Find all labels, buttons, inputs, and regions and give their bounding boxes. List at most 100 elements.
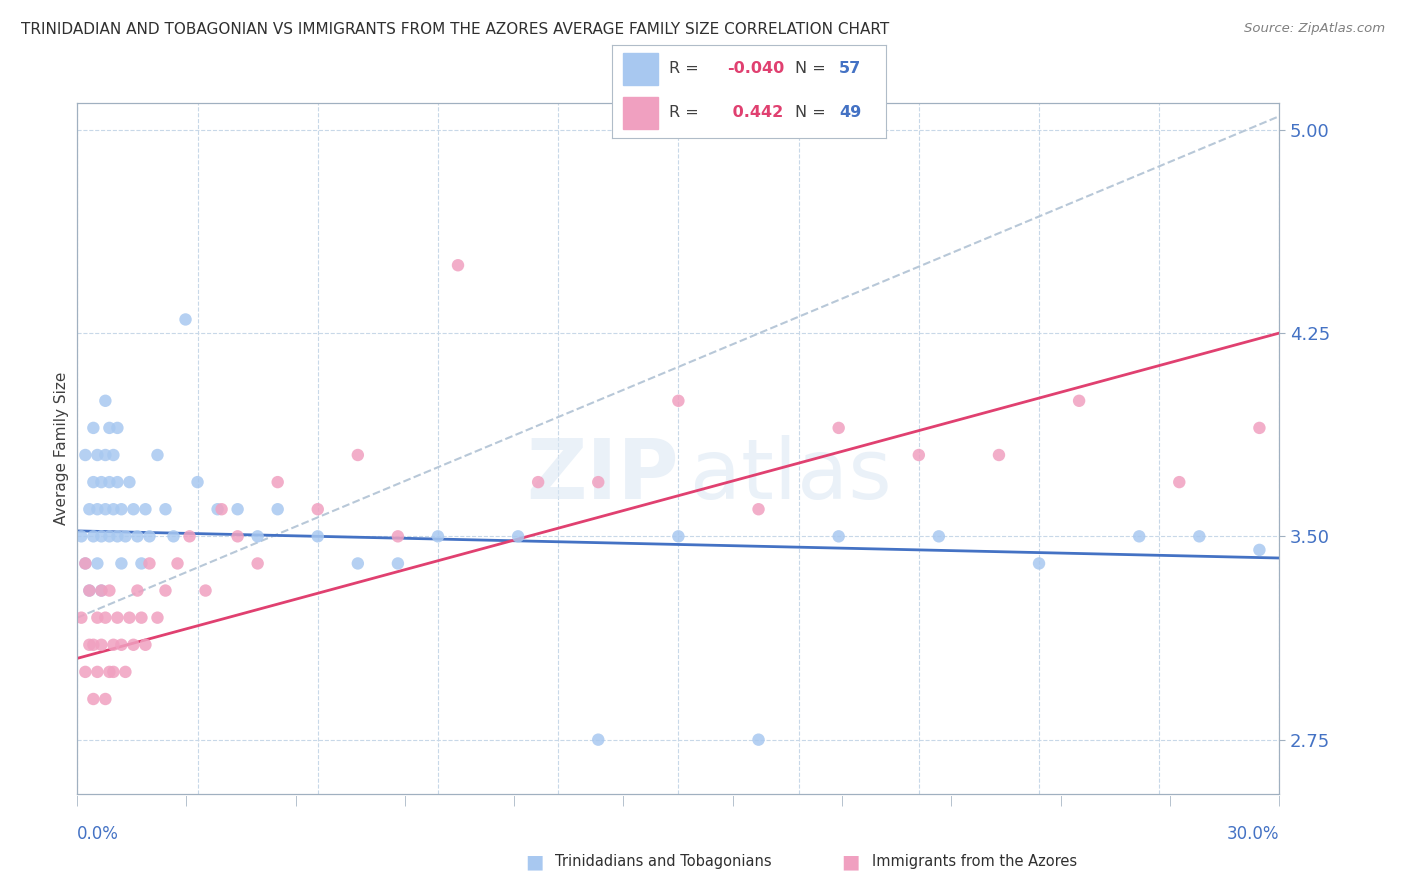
Text: ■: ■ xyxy=(841,852,860,871)
Point xyxy=(110,502,132,516)
Text: 30.0%: 30.0% xyxy=(1227,825,1279,843)
Point xyxy=(527,475,550,489)
Point xyxy=(94,502,117,516)
Point xyxy=(114,665,136,679)
Point xyxy=(107,475,129,489)
Text: |: | xyxy=(1059,796,1063,806)
Point xyxy=(86,557,108,571)
Point xyxy=(82,421,104,435)
Point xyxy=(828,529,851,543)
Point xyxy=(387,529,409,543)
Point xyxy=(155,583,177,598)
Text: N =: N = xyxy=(796,62,827,77)
Text: |: | xyxy=(513,796,516,806)
Point xyxy=(94,610,117,624)
Text: |: | xyxy=(841,796,844,806)
Point xyxy=(1069,393,1091,408)
Text: atlas: atlas xyxy=(690,435,893,516)
Point xyxy=(131,610,153,624)
Point xyxy=(86,610,108,624)
Point xyxy=(114,529,136,543)
Point xyxy=(1249,421,1271,435)
Point xyxy=(90,475,112,489)
Text: R =: R = xyxy=(669,105,699,120)
Point xyxy=(1028,557,1050,571)
Point xyxy=(86,665,108,679)
Point xyxy=(90,583,112,598)
Point xyxy=(122,502,145,516)
Point xyxy=(127,529,149,543)
Text: |: | xyxy=(404,796,406,806)
Point xyxy=(988,448,1011,462)
Point xyxy=(146,448,169,462)
Point xyxy=(70,610,93,624)
Point xyxy=(110,638,132,652)
Point xyxy=(94,692,117,706)
Point xyxy=(98,421,121,435)
Text: ZIP: ZIP xyxy=(526,435,679,516)
Point xyxy=(588,732,610,747)
Point xyxy=(98,529,121,543)
Point xyxy=(928,529,950,543)
Text: Trinidadians and Tobagonians: Trinidadians and Tobagonians xyxy=(555,855,772,869)
Bar xyxy=(623,97,658,129)
Point xyxy=(427,529,450,543)
Point xyxy=(668,529,690,543)
Point xyxy=(179,529,201,543)
Point xyxy=(307,502,329,516)
Text: N =: N = xyxy=(796,105,827,120)
Point xyxy=(211,502,233,516)
Point xyxy=(307,529,329,543)
Text: |: | xyxy=(186,796,188,806)
Point xyxy=(166,557,188,571)
Point xyxy=(82,638,104,652)
Point xyxy=(267,475,290,489)
Point xyxy=(748,732,770,747)
Point xyxy=(75,665,97,679)
Point xyxy=(75,448,97,462)
Point xyxy=(131,557,153,571)
Text: |: | xyxy=(1278,796,1281,806)
Point xyxy=(98,665,121,679)
Point xyxy=(207,502,229,516)
Text: |: | xyxy=(294,796,298,806)
Point xyxy=(668,393,690,408)
Text: 49: 49 xyxy=(839,105,862,120)
Point xyxy=(174,312,197,326)
Point xyxy=(107,529,129,543)
Point xyxy=(162,529,184,543)
Point xyxy=(387,557,409,571)
Point xyxy=(748,502,770,516)
Point xyxy=(70,529,93,543)
Point xyxy=(138,557,160,571)
Point xyxy=(908,448,931,462)
Text: ■: ■ xyxy=(524,852,544,871)
Point xyxy=(86,502,108,516)
Text: |: | xyxy=(731,796,735,806)
Point xyxy=(75,557,97,571)
Point xyxy=(103,665,125,679)
Text: -0.040: -0.040 xyxy=(727,62,785,77)
Point xyxy=(75,557,97,571)
Text: 0.442: 0.442 xyxy=(727,105,783,120)
Point xyxy=(246,557,269,571)
Bar xyxy=(623,53,658,85)
Point xyxy=(118,610,141,624)
Point xyxy=(94,393,117,408)
Point xyxy=(226,502,249,516)
Point xyxy=(828,421,851,435)
Point xyxy=(122,638,145,652)
Text: TRINIDADIAN AND TOBAGONIAN VS IMMIGRANTS FROM THE AZORES AVERAGE FAMILY SIZE COR: TRINIDADIAN AND TOBAGONIAN VS IMMIGRANTS… xyxy=(21,22,890,37)
Point xyxy=(90,529,112,543)
Point xyxy=(94,448,117,462)
Point xyxy=(103,638,125,652)
Point xyxy=(90,583,112,598)
Text: 0.0%: 0.0% xyxy=(77,825,120,843)
Text: |: | xyxy=(76,796,79,806)
Point xyxy=(134,638,156,652)
Point xyxy=(146,610,169,624)
Text: Immigrants from the Azores: Immigrants from the Azores xyxy=(872,855,1077,869)
Point xyxy=(98,475,121,489)
Point xyxy=(187,475,209,489)
Point xyxy=(103,502,125,516)
